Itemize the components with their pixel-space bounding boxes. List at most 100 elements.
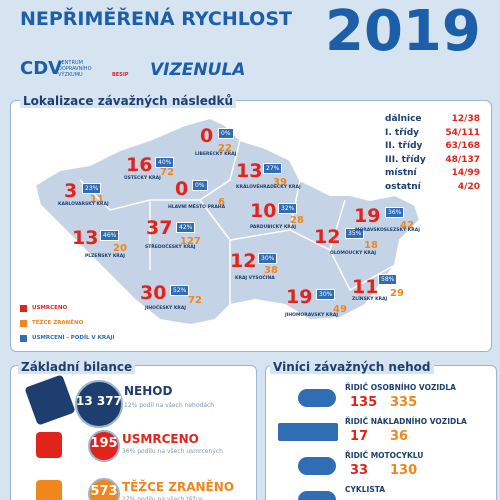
icon	[298, 491, 336, 500]
killed: 3	[64, 180, 78, 202]
killed: 19	[354, 205, 381, 227]
region-name: JIHOČESKÝ KRAJ	[145, 306, 186, 311]
region-borders	[79, 139, 396, 305]
country-shape	[33, 116, 422, 327]
injured: 72	[188, 295, 202, 306]
label: ŘIDIČ NÁKLADNÍHO VOZIDLA	[345, 417, 467, 426]
region-name: PARDUBICKÝ KRAJ	[250, 225, 297, 230]
road-value: 4/20	[457, 181, 480, 192]
injured: 127	[180, 236, 201, 247]
value: 195	[90, 436, 118, 451]
region-name: PLZEŇSKÝ KRAJ	[85, 254, 125, 259]
killed: 37	[146, 217, 173, 239]
legend-icon	[20, 305, 27, 312]
share-box: 42%	[176, 222, 196, 233]
logo: CDV	[20, 58, 63, 79]
label: ŘIDIČ MOTOCYKLU	[345, 451, 424, 460]
label: USMRCENO	[122, 432, 199, 446]
injured: 29	[390, 288, 404, 299]
logo: BESIP	[112, 72, 129, 78]
share-box: 32%	[278, 203, 298, 214]
value: 13 377	[76, 394, 122, 408]
icon	[36, 432, 62, 458]
region-name: STŘEDOČESKÝ KRAJ	[145, 245, 196, 250]
injured: 39	[273, 177, 287, 188]
killed: 16	[126, 154, 153, 176]
legend-label: USMRCENO	[32, 305, 68, 311]
injured: 49	[333, 304, 347, 315]
badge	[75, 380, 123, 428]
share-box: 23%	[82, 183, 102, 194]
killed: 0	[200, 125, 214, 147]
share-box: 0%	[192, 180, 208, 191]
killed: 33	[350, 463, 369, 478]
road-value: 54/111	[445, 127, 480, 138]
badge	[88, 430, 120, 462]
road-value: 63/168	[445, 141, 480, 151]
injured: 28	[290, 215, 304, 226]
injured: 22	[218, 143, 232, 154]
section-title: Lokalizace závažných následků	[20, 94, 237, 108]
legend-label: TĚŽCE ZRANĚNO	[32, 320, 84, 326]
injured: 335	[390, 395, 418, 410]
region-name: LIBERECKÝ KRAJ	[195, 152, 237, 157]
road-value: 12/38	[451, 114, 480, 124]
label: NEHOD	[124, 384, 173, 398]
share-box: 58%	[378, 274, 398, 285]
section-title: Viníci závažných nehod	[270, 360, 434, 374]
road-name: dálnice	[385, 114, 422, 124]
share-box: 40%	[155, 157, 175, 168]
share-box: 30%	[316, 289, 336, 300]
label: TĚŽCE ZRANĚNO	[122, 480, 234, 494]
share-box: 52%	[170, 285, 190, 296]
icon	[278, 423, 338, 441]
killed: 19	[286, 286, 313, 308]
road-value: 48/137	[445, 154, 480, 165]
injured: 42	[400, 220, 414, 231]
share-box: 27%	[263, 163, 283, 174]
road-name: I. třídy	[385, 127, 420, 138]
region-name: ÚSTECKÝ KRAJ	[124, 176, 161, 181]
share-box: 35%	[345, 228, 365, 239]
killed: 13	[72, 227, 99, 249]
year: 2019	[325, 0, 481, 64]
value: 573	[90, 484, 118, 499]
icon	[298, 389, 336, 407]
killed: 135	[350, 395, 378, 410]
share-box: 30%	[258, 253, 278, 264]
label: CYKLISTA	[345, 485, 386, 494]
badge	[88, 478, 120, 500]
title: NEPŘIMĚŘENÁ RYCHLOST	[20, 8, 292, 30]
legend-icon	[20, 335, 27, 342]
killed: 10	[250, 200, 277, 222]
killed: 30	[140, 282, 167, 304]
injured: 130	[390, 463, 418, 478]
region-name: HLAVNÍ MĚSTO PRAHA	[168, 205, 226, 210]
killed: 17	[350, 429, 369, 444]
killed: 0	[175, 178, 189, 200]
road-name: ostatní	[385, 181, 421, 192]
legend-label: USMRCENÍ - PODÍL V KRAJI	[32, 335, 115, 341]
killed: 12	[314, 226, 341, 248]
road-value: 14/99	[451, 168, 480, 178]
killed: 13	[236, 160, 263, 182]
note: 12% podíl na všech nehodách	[124, 402, 215, 409]
icon	[298, 457, 336, 475]
injured: 11	[90, 194, 104, 205]
region-name: KRAJ VYSOČINA	[235, 276, 275, 281]
region-name: ZLÍNSKÝ KRAJ	[352, 297, 388, 302]
share-box: 36%	[385, 207, 405, 218]
killed: 12	[230, 250, 257, 272]
label: ŘIDIČ OSOBNÍHO VOZIDLA	[345, 383, 456, 392]
region-name: MORAVSKOSLEZSKÝ KRAJ	[355, 228, 420, 233]
legend-icon	[20, 320, 27, 327]
injured: 36	[390, 429, 409, 444]
injured: 38	[264, 265, 278, 276]
road-name: III. třídy	[385, 154, 426, 165]
road-name: místní	[385, 168, 417, 178]
icon	[36, 480, 62, 500]
logo-text: CENTRUM DOPRAVNÍHO VÝZKUMU	[58, 60, 92, 78]
injured: 72	[160, 167, 174, 178]
